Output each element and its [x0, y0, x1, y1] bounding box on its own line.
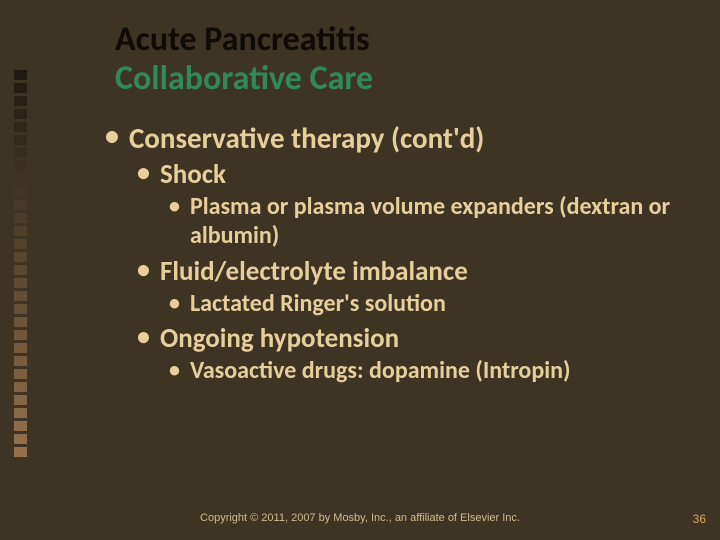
bullet-text: Conservative therapy (cont'd)	[129, 120, 680, 156]
decor-square	[14, 330, 27, 340]
decor-square	[14, 291, 27, 301]
bullet-dot-icon: •	[169, 195, 180, 217]
copyright-text: Copyright © 2011, 2007 by Mosby, Inc., a…	[0, 512, 720, 524]
decor-square	[14, 408, 27, 418]
bullet-l2: • Ongoing hypotension	[137, 322, 680, 355]
decor-square	[14, 265, 27, 275]
decor-square	[14, 434, 27, 444]
bullet-l3: • Plasma or plasma volume expanders (dex…	[169, 193, 680, 251]
bullet-dot-icon: •	[169, 292, 180, 314]
bullet-l3: • Vasoactive drugs: dopamine (Intropin)	[169, 357, 680, 386]
decor-square	[14, 304, 27, 314]
bullet-text: Vasoactive drugs: dopamine (Intropin)	[190, 357, 680, 386]
decor-square	[14, 83, 27, 93]
decor-square	[14, 187, 27, 197]
bullet-dot-icon: •	[169, 359, 180, 381]
decor-square	[14, 122, 27, 132]
decor-square	[14, 421, 27, 431]
slide-title: Acute Pancreatitis Collaborative Care	[115, 20, 373, 98]
decor-square	[14, 278, 27, 288]
decor-strip	[14, 70, 30, 470]
page-number: 36	[693, 512, 706, 526]
title-line-1: Acute Pancreatitis	[115, 20, 373, 59]
bullet-l3: • Lactated Ringer's solution	[169, 290, 680, 319]
bullet-text: Lactated Ringer's solution	[190, 290, 680, 319]
decor-square	[14, 213, 27, 223]
decor-square	[14, 135, 27, 145]
decor-square	[14, 70, 27, 80]
decor-square	[14, 148, 27, 158]
decor-square	[14, 343, 27, 353]
slide: Acute Pancreatitis Collaborative Care • …	[0, 0, 720, 540]
decor-square	[14, 226, 27, 236]
bullet-text: Shock	[160, 158, 680, 191]
decor-square	[14, 369, 27, 379]
decor-square	[14, 382, 27, 392]
bullet-l1: • Conservative therapy (cont'd)	[105, 120, 680, 156]
bullet-text: Plasma or plasma volume expanders (dextr…	[190, 193, 680, 251]
decor-square	[14, 109, 27, 119]
bullet-dot-icon: •	[137, 159, 150, 185]
decor-square	[14, 356, 27, 366]
bullet-dot-icon: •	[105, 122, 119, 150]
bullet-text: Fluid/electrolyte imbalance	[160, 255, 680, 288]
decor-square	[14, 447, 27, 457]
bullet-l2: • Fluid/electrolyte imbalance	[137, 255, 680, 288]
bullet-l2: • Shock	[137, 158, 680, 191]
decor-square	[14, 200, 27, 210]
decor-square	[14, 96, 27, 106]
decor-square	[14, 239, 27, 249]
decor-square	[14, 252, 27, 262]
slide-body: • Conservative therapy (cont'd) • Shock …	[105, 120, 680, 390]
title-line-2: Collaborative Care	[115, 59, 373, 98]
decor-square	[14, 395, 27, 405]
bullet-text: Ongoing hypotension	[160, 322, 680, 355]
bullet-dot-icon: •	[137, 256, 150, 282]
decor-square	[14, 161, 27, 171]
decor-square	[14, 317, 27, 327]
decor-square	[14, 174, 27, 184]
bullet-dot-icon: •	[137, 323, 150, 349]
